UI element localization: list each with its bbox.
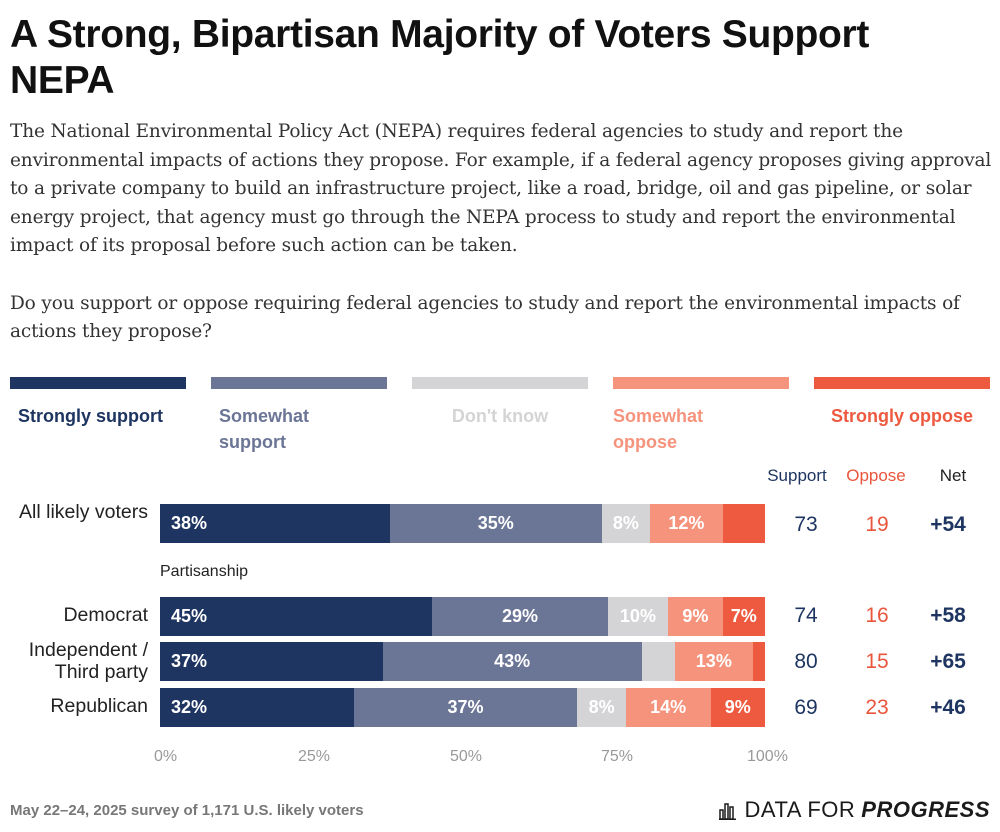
oppose-value: 19 bbox=[865, 513, 889, 536]
bar-segment-strongly-support: 37% bbox=[160, 642, 383, 681]
bar-value-label: 43% bbox=[494, 651, 531, 671]
oppose-value: 15 bbox=[865, 650, 889, 673]
bar-value-label: 32% bbox=[171, 697, 208, 717]
legend-item-strongly-oppose: Strongly oppose bbox=[814, 377, 990, 429]
legend-swatch-somewhat-oppose bbox=[613, 377, 789, 389]
bar-segment-strongly-oppose: 9% bbox=[710, 688, 765, 727]
row-label-democrat: Democrat bbox=[63, 604, 148, 626]
bar-segment-somewhat-oppose: 9% bbox=[668, 597, 723, 636]
bar-segment-dont-know: 10% bbox=[607, 597, 669, 636]
bar-value-label: 9% bbox=[682, 606, 709, 626]
row-label-republican: Republican bbox=[50, 695, 148, 717]
column-header-oppose: Oppose bbox=[846, 466, 906, 485]
legend-label-strongly-oppose: Strongly oppose bbox=[830, 406, 973, 426]
bar-segment-dont-know: 8% bbox=[577, 688, 626, 727]
legend-swatch-somewhat-support bbox=[211, 377, 387, 389]
x-tick-label: 100% bbox=[747, 748, 788, 765]
bar-segment-strongly-oppose bbox=[752, 642, 765, 681]
bar-segment-dont-know: 8% bbox=[601, 504, 651, 543]
net-value: +46 bbox=[930, 696, 966, 719]
bar-value-label: 8% bbox=[588, 697, 615, 717]
survey-question: Do you support or oppose requiring feder… bbox=[10, 293, 960, 342]
x-tick-label: 50% bbox=[450, 748, 483, 765]
bar-value-label: 45% bbox=[171, 606, 208, 626]
legend-swatch-strongly-oppose bbox=[814, 377, 990, 389]
bar-value-label: 7% bbox=[730, 606, 757, 626]
x-tick-label: 0% bbox=[154, 748, 178, 765]
bar-segment-somewhat-oppose: 14% bbox=[625, 688, 711, 727]
brand-text-progress: PROGRESS bbox=[861, 797, 990, 822]
bar-value-label: 37% bbox=[447, 697, 484, 717]
bar-value-label: 14% bbox=[650, 697, 687, 717]
survey-footnote: May 22–24, 2025 survey of 1,171 U.S. lik… bbox=[10, 802, 364, 819]
bar-value-label: 12% bbox=[668, 513, 705, 533]
bar-segment-strongly-oppose bbox=[722, 504, 765, 543]
support-value: 69 bbox=[794, 696, 818, 719]
x-tick-label: 75% bbox=[601, 748, 634, 765]
chart-title: A Strong, Bipartisan Majority of Voters … bbox=[10, 13, 870, 102]
bar-value-label: 13% bbox=[695, 651, 732, 671]
bar-segment-somewhat-support: 29% bbox=[432, 597, 608, 636]
bar-value-label: 35% bbox=[477, 513, 514, 533]
row-label-all-likely-voters: All likely voters bbox=[19, 501, 148, 523]
oppose-value: 23 bbox=[865, 696, 889, 719]
bar-segment-strongly-support: 45% bbox=[160, 597, 433, 636]
support-value: 73 bbox=[794, 513, 818, 536]
oppose-value: 16 bbox=[865, 604, 889, 627]
legend-item-somewhat-oppose: Somewhat oppose bbox=[613, 377, 789, 455]
bar-value-label: 8% bbox=[612, 513, 639, 533]
legend-item-somewhat-support: Somewhat support bbox=[211, 377, 387, 455]
bar-row-republican: 32% 37% 8% 14% 9% bbox=[160, 688, 765, 727]
bar-segment-dont-know bbox=[641, 642, 675, 681]
legend-label-somewhat-support: Somewhat support bbox=[219, 406, 310, 452]
bar-segment-somewhat-support: 35% bbox=[389, 504, 602, 543]
legend-label-dont-know: Don't know bbox=[451, 406, 549, 426]
bar-segment-strongly-support: 32% bbox=[160, 688, 354, 727]
bar-value-label: 38% bbox=[171, 513, 208, 533]
data-for-progress-logo[interactable]: DATA FOR PROGRESS bbox=[718, 797, 990, 823]
x-tick-label: 25% bbox=[298, 748, 331, 765]
bar-value-label: 29% bbox=[501, 606, 538, 626]
legend-item-dont-know: Don't know bbox=[412, 377, 588, 429]
bar-segment-strongly-support: 38% bbox=[160, 504, 390, 543]
support-value: 74 bbox=[794, 604, 818, 627]
net-value: +58 bbox=[930, 604, 966, 627]
section-label-partisanship: Partisanship bbox=[160, 563, 249, 580]
bar-segment-somewhat-support: 43% bbox=[382, 642, 642, 681]
bar-row-democrat: 45% 29% 10% 9% 7% bbox=[160, 597, 765, 636]
bar-segment-somewhat-oppose: 12% bbox=[650, 504, 723, 543]
legend-label-somewhat-oppose: Somewhat oppose bbox=[613, 406, 704, 452]
bar-value-label: 37% bbox=[171, 651, 208, 671]
bar-chart-logo-icon bbox=[718, 803, 736, 820]
net-value: +65 bbox=[930, 650, 966, 673]
brand-text-data-for: DATA FOR bbox=[744, 797, 856, 822]
bar-segment-somewhat-support: 37% bbox=[353, 688, 578, 727]
bar-segment-somewhat-oppose: 13% bbox=[674, 642, 753, 681]
support-value: 80 bbox=[794, 650, 818, 673]
legend-item-strongly-support: Strongly support bbox=[10, 377, 186, 429]
bar-value-label: 10% bbox=[619, 606, 656, 626]
bar-row-all-likely-voters: 38% 35% 8% 12% bbox=[160, 504, 765, 543]
bar-row-independent: 37% 43% 13% bbox=[160, 642, 765, 681]
legend-swatch-dont-know bbox=[412, 377, 588, 389]
legend-label-strongly-support: Strongly support bbox=[18, 406, 163, 426]
intro-text: The National Environmental Policy Act (N… bbox=[10, 121, 992, 257]
column-header-net: Net bbox=[939, 466, 967, 485]
row-label-independent: Independent / Third party bbox=[28, 639, 148, 683]
net-value: +54 bbox=[930, 513, 966, 536]
bar-segment-strongly-oppose: 7% bbox=[722, 597, 765, 636]
bar-value-label: 9% bbox=[724, 697, 751, 717]
legend-swatch-strongly-support bbox=[10, 377, 186, 389]
column-header-support: Support bbox=[767, 466, 827, 485]
